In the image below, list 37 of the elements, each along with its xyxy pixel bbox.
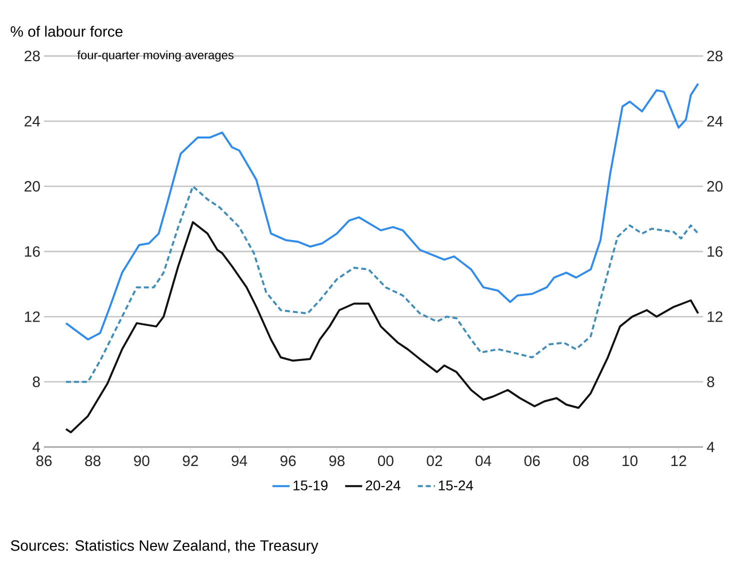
y2-tick-label: 20 bbox=[707, 181, 723, 192]
y-tick-label: 20 bbox=[24, 181, 40, 192]
legend-label: 20-24 bbox=[366, 480, 400, 490]
y2-tick-label: 8 bbox=[707, 376, 714, 388]
x-tick-label: 08 bbox=[573, 456, 589, 466]
x-tick-label: 02 bbox=[426, 456, 442, 466]
y-axis-title: % of labour force bbox=[10, 26, 122, 37]
x-tick-label: 92 bbox=[182, 456, 198, 466]
y-tick-label: 16 bbox=[25, 246, 40, 257]
line-series bbox=[64, 221, 700, 434]
x-tick-label: 10 bbox=[622, 456, 638, 466]
y-tick-label: 4 bbox=[32, 442, 40, 452]
x-tick-label: 94 bbox=[232, 456, 248, 466]
x-tick-label: 98 bbox=[329, 456, 345, 466]
x-tick-label: 04 bbox=[476, 456, 492, 466]
y-tick-label: 24 bbox=[24, 116, 40, 126]
legend-label: 15-24 bbox=[438, 480, 474, 490]
x-tick-label: 96 bbox=[280, 456, 296, 466]
line-series bbox=[64, 185, 700, 383]
y2-tick-label: 24 bbox=[707, 116, 723, 126]
chart-subtitle: four-quarter moving averages bbox=[77, 50, 234, 62]
legend-label: 15-19 bbox=[294, 480, 328, 490]
y-tick-label: 8 bbox=[32, 376, 40, 388]
y-tick-label: 12 bbox=[25, 311, 40, 322]
y2-tick-label: 28 bbox=[707, 50, 722, 62]
line-series bbox=[64, 82, 700, 340]
y2-tick-label: 4 bbox=[706, 442, 714, 452]
x-tick-label: 88 bbox=[85, 456, 100, 466]
y2-tick-label: 16 bbox=[708, 246, 722, 257]
x-tick-label: 86 bbox=[36, 456, 52, 466]
x-tick-label: 06 bbox=[524, 456, 540, 466]
x-tick-label: 90 bbox=[134, 456, 150, 466]
y2-tick-label: 12 bbox=[708, 311, 722, 322]
source-note: Sources: Statistics New Zealand, the Treasury bbox=[10, 540, 318, 554]
x-tick-label: 12 bbox=[671, 456, 686, 466]
x-tick-label: 00 bbox=[378, 456, 394, 466]
y-tick-label: 28 bbox=[24, 50, 40, 62]
